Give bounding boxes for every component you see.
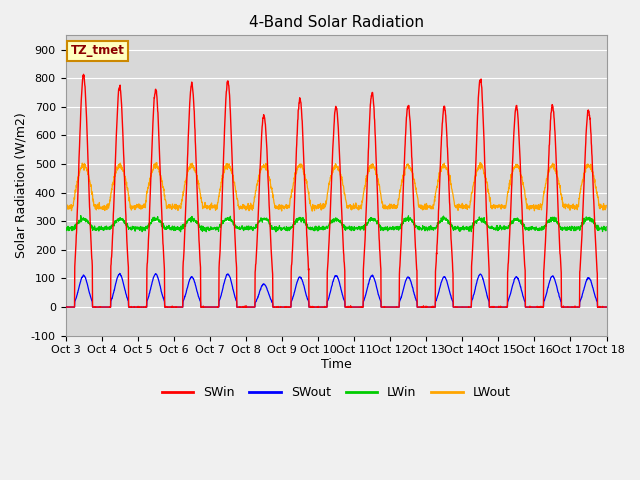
X-axis label: Time: Time: [321, 358, 351, 371]
Text: TZ_tmet: TZ_tmet: [71, 44, 125, 57]
Legend: SWin, SWout, LWin, LWout: SWin, SWout, LWin, LWout: [157, 382, 515, 405]
Title: 4-Band Solar Radiation: 4-Band Solar Radiation: [248, 15, 424, 30]
Y-axis label: Solar Radiation (W/m2): Solar Radiation (W/m2): [15, 113, 28, 258]
